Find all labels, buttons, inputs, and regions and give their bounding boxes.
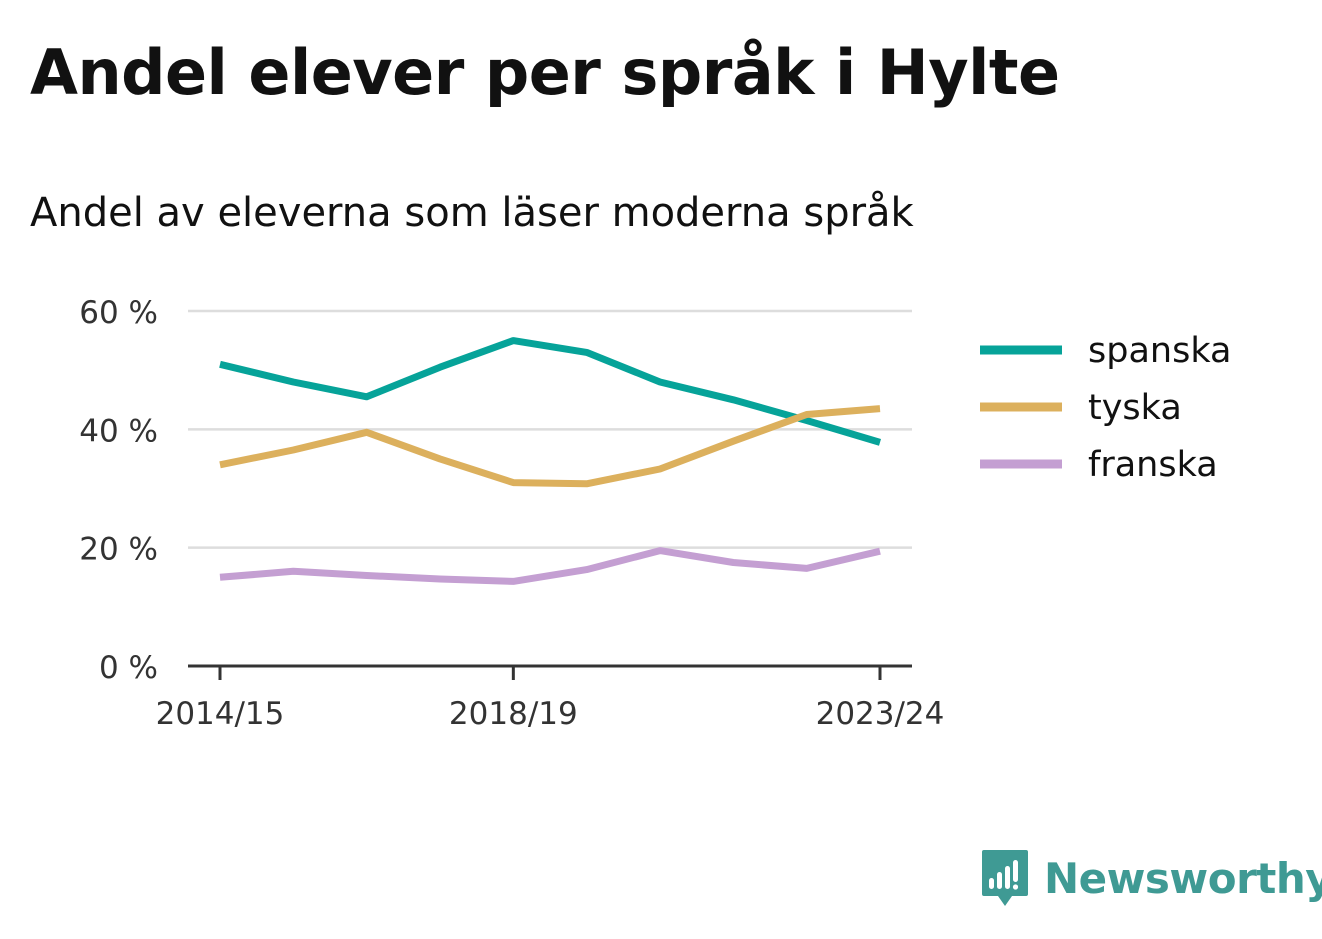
- series-line-franska: [219, 547, 881, 585]
- legend-label-franska: franska: [1088, 445, 1218, 485]
- series-line-spanska: [219, 337, 882, 446]
- y-axis-labels: 0 % 20 % 40 % 60 %: [79, 295, 158, 686]
- page-title: Andel elever per språk i Hylte: [30, 36, 1060, 109]
- grid-lines: [188, 309, 912, 549]
- series-lines: [219, 337, 882, 585]
- legend: spanska tyska franska: [980, 331, 1231, 485]
- y-tick-label: 20 %: [79, 532, 158, 568]
- newsworthy-logo: Newsworthy: [980, 848, 1322, 908]
- y-tick-label: 0 %: [99, 650, 158, 686]
- legend-label-spanska: spanska: [1088, 331, 1231, 371]
- x-axis: 2014/15 2018/19 2023/24: [156, 664, 945, 732]
- series-line-tyska: [219, 405, 881, 488]
- y-tick-label: 40 %: [79, 413, 158, 449]
- x-tick-label: 2023/24: [816, 696, 945, 732]
- y-tick-label: 60 %: [79, 295, 158, 331]
- chart-subtitle: Andel av eleverna som läser moderna språ…: [30, 190, 914, 236]
- legend-label-tyska: tyska: [1088, 388, 1182, 428]
- x-tick-label: 2014/15: [156, 696, 285, 732]
- x-tick-label: 2018/19: [449, 696, 578, 732]
- brand-name: Newsworthy: [1044, 853, 1322, 903]
- newsworthy-logo-icon: [982, 850, 1028, 906]
